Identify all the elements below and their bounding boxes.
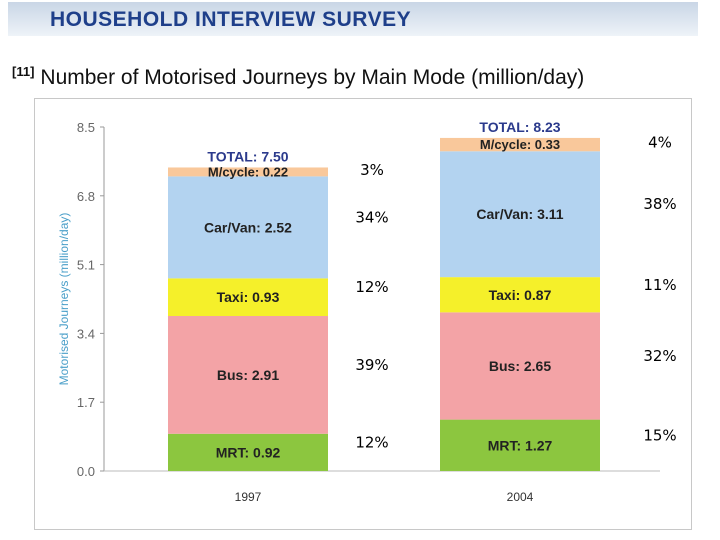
percentage-label: 32% xyxy=(643,347,676,365)
y-tick-label: 6.8 xyxy=(77,189,95,204)
percentage-label: 4% xyxy=(648,134,672,152)
bar-segment-label: Bus: 2.65 xyxy=(489,358,551,374)
y-tick-label: 3.4 xyxy=(77,326,95,341)
percentage-label: 11% xyxy=(643,276,676,294)
bar-segment-taxi-2004 xyxy=(440,277,600,313)
percentage-label: 15% xyxy=(643,426,676,444)
bar-segment-label: M/cycle: 0.22 xyxy=(208,164,288,179)
bar-segment-label: Bus: 2.91 xyxy=(217,367,279,383)
bar-segment-taxi-1997 xyxy=(168,278,328,316)
y-tick-label: 1.7 xyxy=(77,395,95,410)
chart-title: [11] Number of Motorised Journeys by Main… xyxy=(12,64,584,90)
x-category-label: 1997 xyxy=(235,490,262,504)
percentage-label: 3% xyxy=(360,161,384,179)
bar-segment-mrt-2004 xyxy=(440,419,600,471)
bar-segment-carvan-1997 xyxy=(168,176,328,279)
bar-segment-bus-2004 xyxy=(440,312,600,420)
percentage-label: 34% xyxy=(355,208,388,226)
percentage-label: 12% xyxy=(355,433,388,451)
bar-segment-label: Taxi: 0.93 xyxy=(217,289,280,305)
bar-segment-carvan-2004 xyxy=(440,151,600,278)
banner-title: HOUSEHOLD INTERVIEW SURVEY xyxy=(50,8,412,31)
chart-title-text: Number of Motorised Journeys by Main Mod… xyxy=(40,66,585,89)
percentage-label: 38% xyxy=(643,195,676,213)
bar-segment-label: Taxi: 0.87 xyxy=(489,287,552,303)
percentage-label: 12% xyxy=(355,278,388,296)
y-tick-label: 0.0 xyxy=(77,464,95,479)
bar-segment-label: MRT: 0.92 xyxy=(216,444,281,460)
bar-segment-mrt-1997 xyxy=(168,433,328,471)
percentage-label: 39% xyxy=(355,356,388,374)
total-label: TOTAL: 7.50 xyxy=(207,148,288,164)
bar-segment-mcycle-2004 xyxy=(440,137,600,152)
bar-segment-label: Car/Van: 3.11 xyxy=(476,206,563,222)
y-axis-title: Motorised Journeys (million/day) xyxy=(57,213,71,386)
chart-reference: [11] xyxy=(12,64,35,79)
y-tick-label: 5.1 xyxy=(77,258,95,273)
header-banner: HOUSEHOLD INTERVIEW SURVEY xyxy=(8,2,698,36)
total-label: TOTAL: 8.23 xyxy=(479,119,560,135)
bar-segment-label: Car/Van: 2.52 xyxy=(204,219,292,235)
bar-segment-mcycle-1997 xyxy=(168,167,328,177)
bar-segment-label: M/cycle: 0.33 xyxy=(480,137,560,152)
x-category-label: 2004 xyxy=(507,490,534,504)
bar-segment-label: MRT: 1.27 xyxy=(488,437,553,453)
y-tick-label: 8.5 xyxy=(77,120,95,135)
bar-segment-bus-1997 xyxy=(168,315,328,434)
